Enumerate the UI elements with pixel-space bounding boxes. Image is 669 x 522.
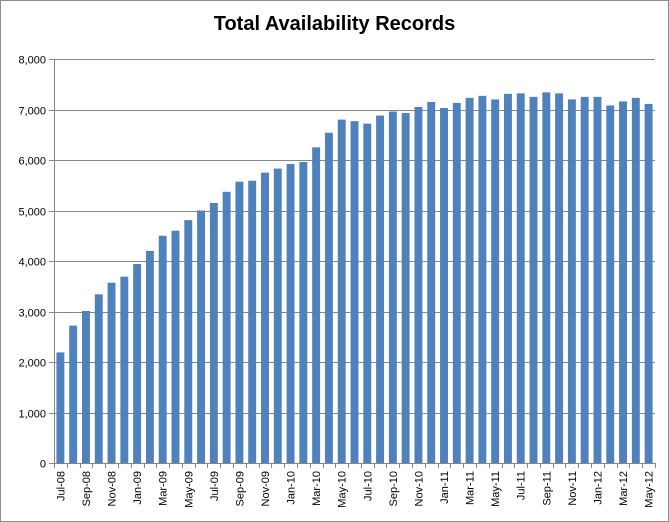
x-tick-label: Jan-11 (439, 471, 451, 504)
bar (478, 95, 487, 464)
bar (133, 264, 142, 463)
x-tick-label: Mar-09 (158, 471, 170, 506)
x-tick-label: May-10 (337, 471, 349, 508)
bar (337, 119, 346, 463)
bar (197, 210, 206, 463)
bar (440, 107, 448, 464)
x-tick-label: Jul-10 (362, 471, 374, 501)
bar (542, 92, 551, 463)
y-tick-label: 6,000 (18, 156, 46, 168)
bar (580, 96, 589, 463)
bar (644, 103, 653, 463)
x-tick-label: May-12 (644, 471, 656, 508)
x-tick-label: May-09 (183, 471, 195, 508)
bar (376, 115, 385, 463)
bar (503, 93, 512, 463)
bar (145, 250, 154, 463)
bar (299, 162, 308, 463)
y-axis-tick-labels: 0 1,000 2,000 3,000 4,000 5,000 6,000 7,000 8,00… (18, 55, 46, 471)
bars (56, 92, 653, 464)
bar (363, 123, 372, 463)
bar (261, 172, 269, 463)
bar (56, 352, 65, 463)
x-tick-label: Jul-09 (209, 471, 221, 501)
bar (427, 101, 436, 464)
bar (82, 310, 90, 463)
bar (491, 99, 500, 464)
x-tick-label: Nov-10 (413, 471, 425, 506)
bar (567, 99, 576, 464)
bar (388, 111, 397, 464)
bar (452, 102, 461, 463)
x-tick-label: Mar-11 (465, 471, 477, 505)
x-tick-label: Jan-12 (592, 471, 604, 505)
bar (286, 164, 295, 464)
bar (414, 106, 423, 463)
y-tick-label: 7,000 (18, 106, 46, 118)
bar (555, 93, 564, 463)
bar (312, 147, 321, 463)
bar (184, 220, 193, 463)
bar (350, 121, 359, 464)
y-tick-label: 0 (40, 459, 46, 471)
bar (222, 191, 231, 463)
y-tick-label: 8,000 (18, 55, 46, 67)
y-tick-label: 4,000 (18, 257, 46, 269)
x-tick-label: Sep-08 (81, 471, 93, 506)
x-tick-label: Sep-10 (388, 471, 400, 506)
x-tick-label: Jul-11 (516, 471, 528, 500)
x-tick-label: Jan-09 (132, 471, 144, 505)
bar (631, 97, 640, 463)
bar (273, 168, 282, 463)
x-tick-label: Mar-10 (311, 471, 323, 506)
x-axis-tick-labels: Jul-08 Sep-08 Nov-08 Jan-09 Mar-09 May-09 Jul-… (55, 471, 655, 508)
bar (69, 325, 78, 463)
bar (248, 180, 257, 463)
x-tick-label: Jul-08 (55, 471, 67, 501)
x-tick-label: Mar-12 (618, 471, 630, 506)
bar (593, 96, 602, 463)
axes (49, 59, 656, 468)
y-tick-label: 1,000 (18, 409, 46, 421)
x-tick-label: Sep-09 (234, 471, 246, 506)
bar (171, 230, 180, 463)
bar (94, 294, 103, 463)
x-tick-label: Nov-11 (567, 471, 579, 506)
bar (529, 96, 538, 463)
bar (401, 113, 410, 463)
bar (158, 235, 167, 463)
bar (324, 132, 333, 464)
bar (120, 276, 129, 463)
x-tick-label: Nov-08 (107, 471, 119, 506)
bar (606, 105, 615, 464)
x-tick-label: Nov-09 (260, 471, 272, 506)
chart-title: Total Availability Records (213, 13, 456, 35)
bar (516, 93, 525, 463)
x-tick-label: Jan-10 (286, 471, 298, 505)
x-tick-label: May-11 (490, 471, 502, 507)
y-tick-label: 2,000 (18, 358, 46, 370)
y-tick-label: 3,000 (18, 308, 46, 320)
bar (209, 202, 218, 464)
y-tick-label: 5,000 (18, 207, 46, 219)
bar (465, 97, 474, 463)
x-tick-label: Sep-11 (541, 471, 553, 506)
bar (619, 101, 627, 464)
bar (235, 181, 244, 463)
bar (107, 282, 116, 463)
